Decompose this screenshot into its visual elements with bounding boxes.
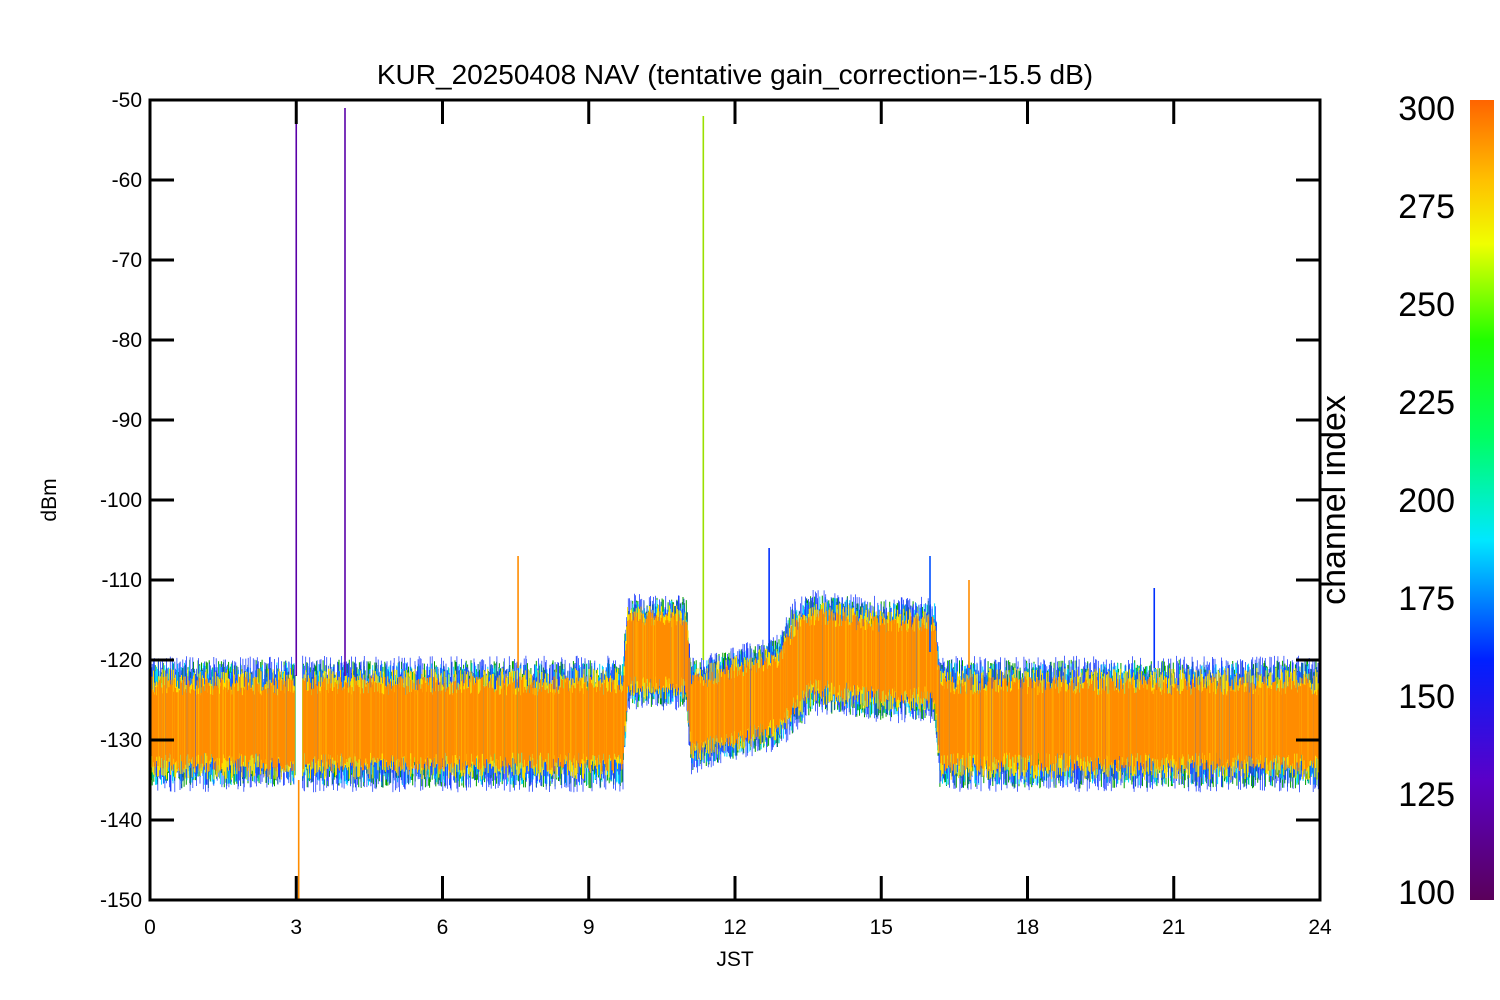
plot-frame xyxy=(148,98,1322,902)
y-tick-label: -100 xyxy=(100,489,142,512)
y-axis-label: dBm xyxy=(38,478,61,521)
colorbar-tick-label: 125 xyxy=(1398,776,1455,814)
colorbar-tick-label: 300 xyxy=(1398,90,1455,128)
x-tick-label: 21 xyxy=(1162,916,1185,939)
colorbar-tick-label: 250 xyxy=(1398,286,1455,324)
colorbar-tick-label: 225 xyxy=(1398,384,1455,422)
x-tick-label: 0 xyxy=(144,916,156,939)
y-tick-label: -70 xyxy=(112,249,142,272)
y-tick-label: -130 xyxy=(100,729,142,752)
colorbar-label: channel index xyxy=(1315,395,1353,605)
colorbar-tick-label: 200 xyxy=(1398,482,1455,520)
colorbar-gradient xyxy=(1470,100,1494,900)
colorbar-tick-label: 100 xyxy=(1398,874,1455,912)
x-tick-label: 9 xyxy=(583,916,595,939)
x-tick-label: 18 xyxy=(1016,916,1039,939)
colorbar-tick-label: 175 xyxy=(1398,580,1455,618)
x-axis: 0 3 6 9 12 15 18 21 24 xyxy=(144,100,1332,939)
y-tick-label: -150 xyxy=(100,889,142,912)
x-tick-label: 12 xyxy=(723,916,746,939)
y-axis: -50 -60 -70 -80 -90 -100 -110 -120 -130 -140 -150 xyxy=(100,89,1320,912)
x-axis-label: JST xyxy=(716,948,754,971)
x-tick-label: 3 xyxy=(290,916,302,939)
plot-area xyxy=(150,108,1320,900)
x-tick-label: 6 xyxy=(437,916,449,939)
colorbar-tick-label: 275 xyxy=(1398,188,1455,226)
y-tick-label: -120 xyxy=(100,649,142,672)
chart-title: KUR_20250408 NAV (tentative gain_correct… xyxy=(377,59,1093,90)
colorbar-tick-label: 150 xyxy=(1398,678,1455,716)
y-tick-label: -50 xyxy=(112,89,142,112)
y-tick-label: -90 xyxy=(112,409,142,432)
x-tick-label: 15 xyxy=(870,916,893,939)
y-tick-label: -140 xyxy=(100,809,142,832)
y-tick-label: -80 xyxy=(112,329,142,352)
colorbar: 300 275 250 225 200 175 150 125 100 channel inde… xyxy=(1315,90,1494,912)
y-tick-label: -110 xyxy=(102,569,142,592)
series-band xyxy=(150,590,1320,793)
x-tick-label: 24 xyxy=(1308,916,1332,939)
y-tick-label: -60 xyxy=(112,169,142,192)
